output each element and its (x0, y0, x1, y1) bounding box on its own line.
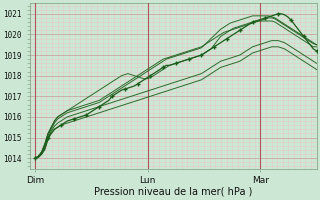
X-axis label: Pression niveau de la mer( hPa ): Pression niveau de la mer( hPa ) (94, 187, 252, 197)
